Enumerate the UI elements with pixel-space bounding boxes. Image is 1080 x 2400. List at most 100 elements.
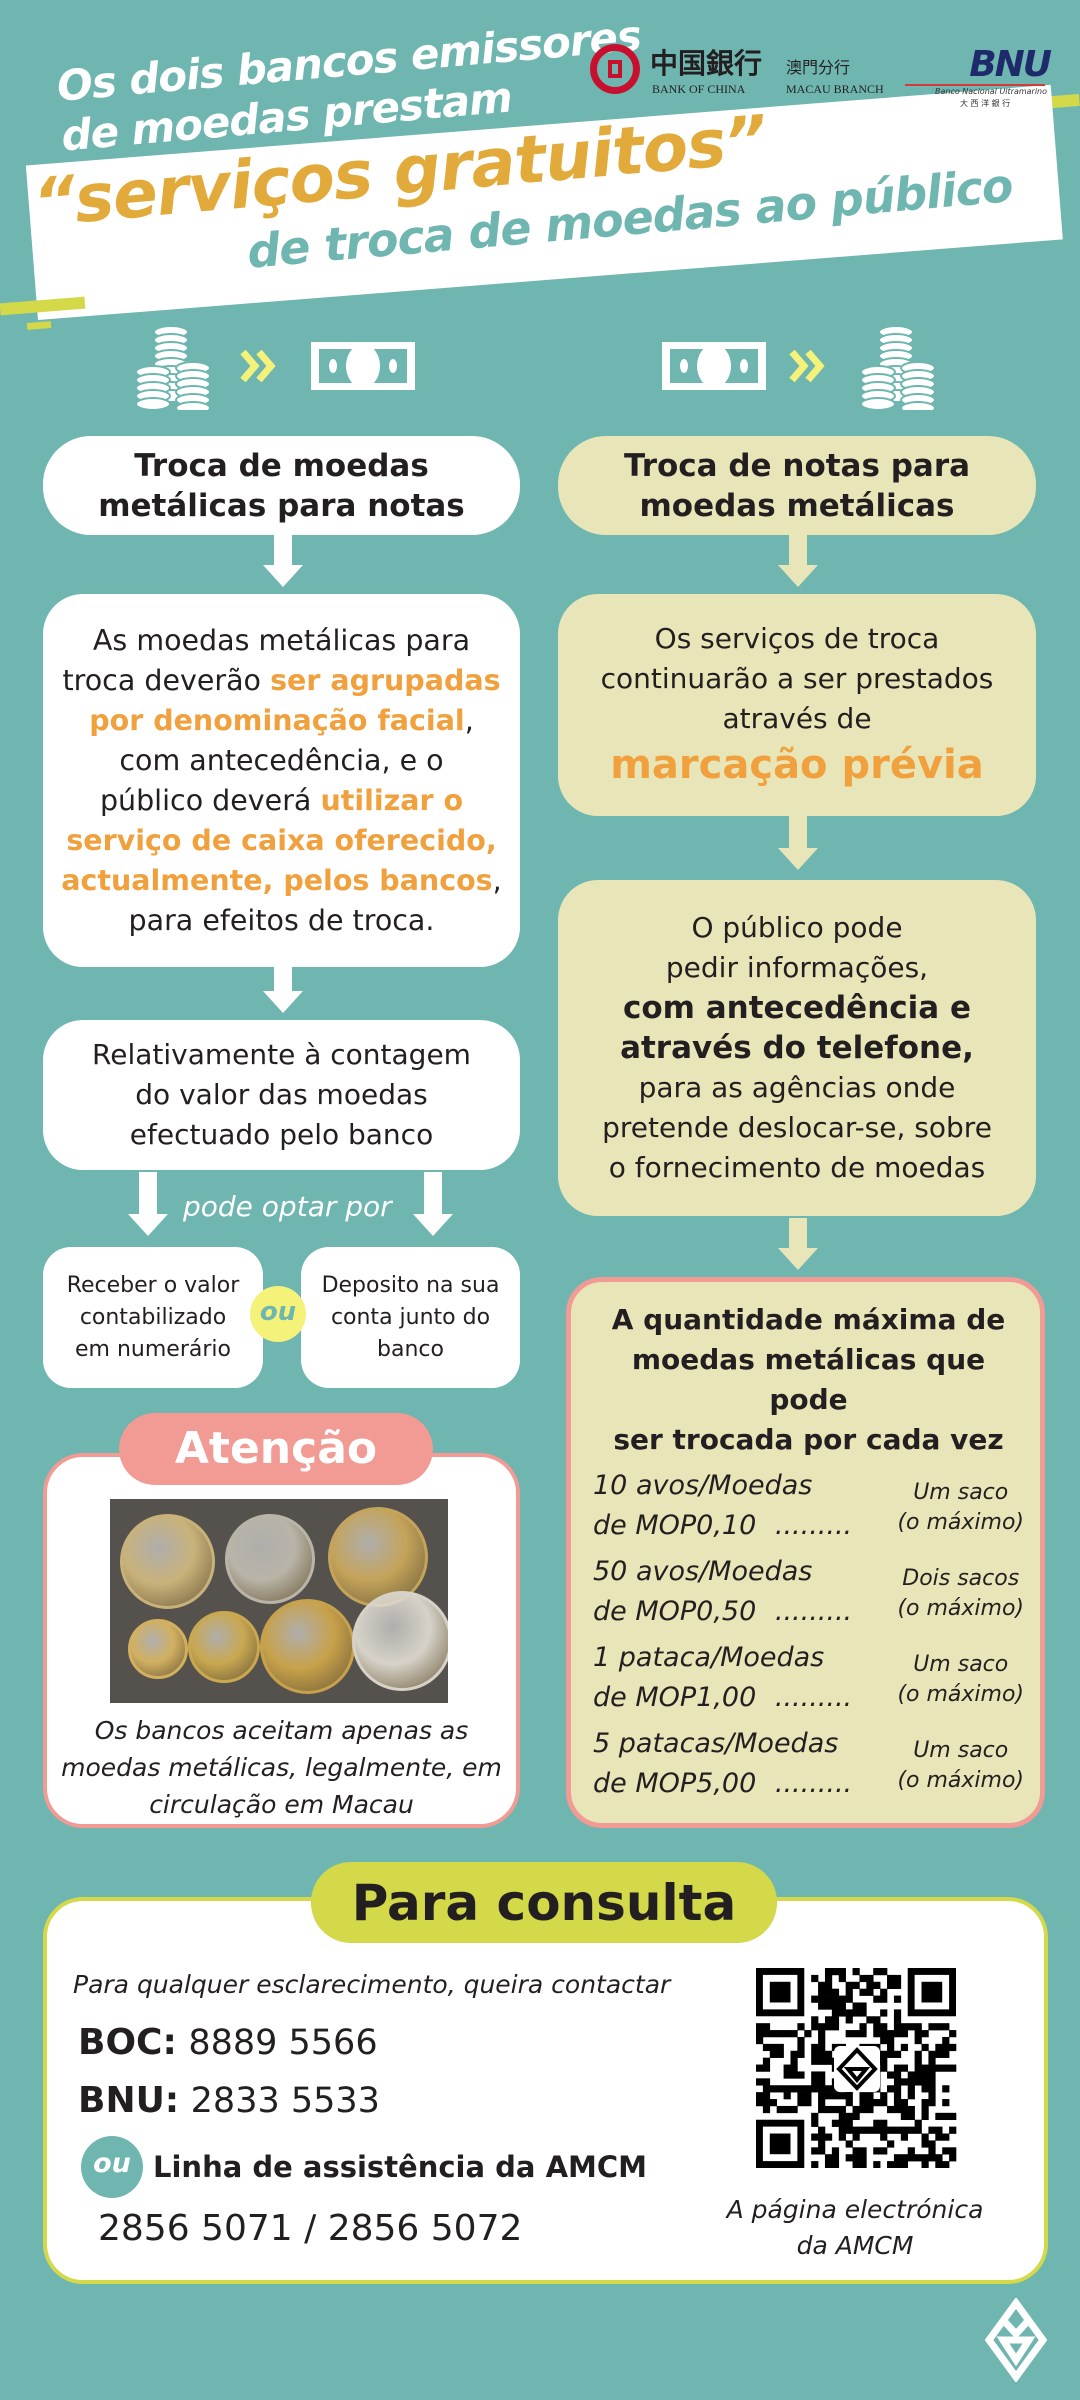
appointment-box: Os serviços de troca continuarão a ser pr…	[558, 594, 1036, 816]
text-line: serviço de caixa oferecido,	[43, 821, 520, 861]
left-instructions-box: As moedas metálicas para troca deverão se…	[43, 594, 520, 967]
attention-title: Atenção	[119, 1413, 433, 1485]
text-line: (o máximo)	[897, 1768, 1024, 1793]
boc-emblem-icon	[590, 44, 640, 94]
right-title-pill: Troca de notas para moedas metálicas	[558, 436, 1036, 535]
option-cash-box: Receber o valor contabilizado em numerário	[43, 1247, 263, 1388]
text-line: Um saco	[913, 1480, 1009, 1505]
coin-denomination: 5 patacas/Moedas de MOP5,00 .........	[593, 1724, 1024, 1804]
amcm-logo-icon	[984, 2298, 1048, 2382]
text-line: para as agências onde	[638, 1071, 956, 1104]
coin-value: de MOP0,50	[593, 1596, 757, 1627]
coin-value: de MOP5,00	[593, 1768, 757, 1799]
coins-notes-icon	[135, 325, 415, 415]
text-line: 1 pataca/Moedas	[593, 1642, 825, 1673]
left-title-line: Troca de moedas	[134, 447, 429, 484]
left-title-pill: Troca de moedas metálicas para notas	[43, 436, 520, 535]
attention-caption: Os bancos aceitam apenas as moedas metáli…	[50, 1712, 513, 1823]
appointment-highlight: marcação prévia	[610, 742, 984, 788]
text-line: 10 avos/Moedas	[593, 1470, 813, 1501]
text-line: do valor das moedas	[135, 1078, 428, 1111]
arrow-down-icon	[413, 1172, 453, 1236]
text-line: público deverá utilizar o	[43, 781, 520, 821]
bnu-contact: BNU: 2833 5533	[78, 2080, 380, 2121]
text-line-bold: com antecedência e	[622, 990, 972, 1026]
text-line: 5 patacas/Moedas	[593, 1728, 839, 1759]
arrow-down-icon	[128, 1172, 168, 1236]
phone-info-box: O público pode pedir informações, com ant…	[558, 880, 1036, 1216]
amcm-phones: 2856 5071 / 2856 5072	[98, 2208, 523, 2249]
bnu-name-cn: 大 西 洋 銀 行	[960, 99, 1011, 108]
amcm-qr-code[interactable]	[752, 1968, 960, 2169]
text-line: circulação em Macau	[149, 1790, 414, 1819]
text-line: troca deverão ser agrupadas	[43, 661, 520, 701]
coin-image	[128, 1619, 188, 1679]
text-line: por denominação facial,	[43, 701, 520, 741]
text-line: de MOP5,00 .........	[593, 1764, 1024, 1804]
text-line: A página electrónica	[726, 2195, 984, 2224]
text-line: Deposito na sua	[321, 1272, 500, 1298]
text-line: actualmente, pelos bancos,	[43, 861, 520, 901]
boc-name-en: BANK OF CHINA	[652, 82, 746, 96]
bnu-label: BNU:	[78, 2080, 180, 2121]
text-line: pretende deslocar-se, sobre	[602, 1111, 992, 1144]
arrow-down-icon	[263, 967, 303, 1013]
text-line: com antecedência, e o	[43, 741, 520, 781]
highlight-text: serviço de caixa oferecido,	[66, 823, 497, 857]
bnu-phone: 2833 5533	[190, 2081, 380, 2121]
contact-intro: Para qualquer esclarecimento, queira con…	[73, 1970, 671, 1999]
text-line: Receber o valor	[66, 1272, 240, 1298]
text-segment: As moedas metálicas para	[92, 623, 471, 657]
text-line: conta junto do	[330, 1304, 491, 1330]
text-line: pedir informações,	[665, 951, 929, 984]
leader-dots: .........	[774, 1768, 853, 1799]
limits-title: A quantidade máxima de moedas metálicas q…	[593, 1300, 1024, 1460]
right-title-line: Troca de notas para	[623, 447, 971, 484]
text-line: efectuado pelo banco	[129, 1118, 434, 1151]
text-line: de MOP0,50 .........	[593, 1592, 1024, 1632]
highlight-text: utilizar o	[320, 783, 464, 817]
left-title-line: metálicas para notas	[98, 487, 465, 524]
arrow-down-icon	[778, 1218, 818, 1270]
limits-list: 10 avos/Moedas de MOP0,10 ......... Um sac…	[593, 1466, 1024, 1810]
coin-denomination: 50 avos/Moedas de MOP0,50 .........	[593, 1552, 1024, 1632]
limit-row: 10 avos/Moedas de MOP0,10 ......... Um sac…	[593, 1466, 1024, 1552]
boc-branch-en: MACAU BRANCH	[786, 82, 884, 96]
arrow-down-icon	[778, 816, 818, 870]
leader-dots: .........	[774, 1682, 853, 1713]
left-counting-box: Relativamente à contagem do valor das moe…	[43, 1020, 520, 1170]
bnu-name: Banco Nacional Ultramarino	[935, 87, 1048, 96]
text-line: contabilizado	[79, 1304, 227, 1330]
coin-image	[188, 1611, 260, 1683]
text-line: para efeitos de troca.	[43, 901, 520, 941]
limit-row: 5 patacas/Moedas de MOP5,00 ......... Um s…	[593, 1724, 1024, 1810]
boc-branch-cn: 澳門分行	[786, 58, 851, 77]
highlight-text: ser agrupadas	[270, 663, 501, 697]
coin-image	[352, 1591, 448, 1691]
option-label: pode optar por	[183, 1190, 392, 1223]
highlight-text: actualmente, pelos bancos	[61, 863, 493, 897]
text-line: A quantidade máxima de	[611, 1303, 1006, 1336]
arrow-down-icon	[778, 535, 818, 587]
boc-contact: BOC: 8889 5566	[78, 2022, 378, 2063]
text-line: Um saco	[913, 1652, 1009, 1677]
arrow-down-icon	[263, 535, 303, 587]
text-line: através de	[722, 702, 872, 735]
text-line: O público pode	[691, 911, 903, 944]
or-badge: ou	[81, 2136, 143, 2198]
text-line-bold: através do telefone,	[620, 1030, 974, 1066]
coin-value: de MOP0,10	[593, 1510, 757, 1541]
text-line: moedas metálicas que pode	[631, 1343, 986, 1416]
coin-image	[260, 1599, 355, 1694]
text-line: da AMCM	[796, 2231, 914, 2260]
text-line: o fornecimento de moedas	[608, 1151, 986, 1184]
boc-phone: 8889 5566	[188, 2023, 378, 2063]
coin-value: de MOP1,00	[593, 1682, 757, 1713]
limit-value: Um saco (o máximo)	[897, 1478, 1024, 1538]
boc-name-cn: 中国銀行	[650, 47, 763, 80]
limit-value: Dois sacos (o máximo)	[897, 1564, 1024, 1624]
text-line: moedas metálicas, legalmente, em	[61, 1753, 502, 1782]
text-segment: com antecedência, e o	[119, 743, 444, 777]
text-line: Dois sacos	[902, 1566, 1020, 1591]
text-line: Os bancos aceitam apenas as	[94, 1716, 469, 1745]
